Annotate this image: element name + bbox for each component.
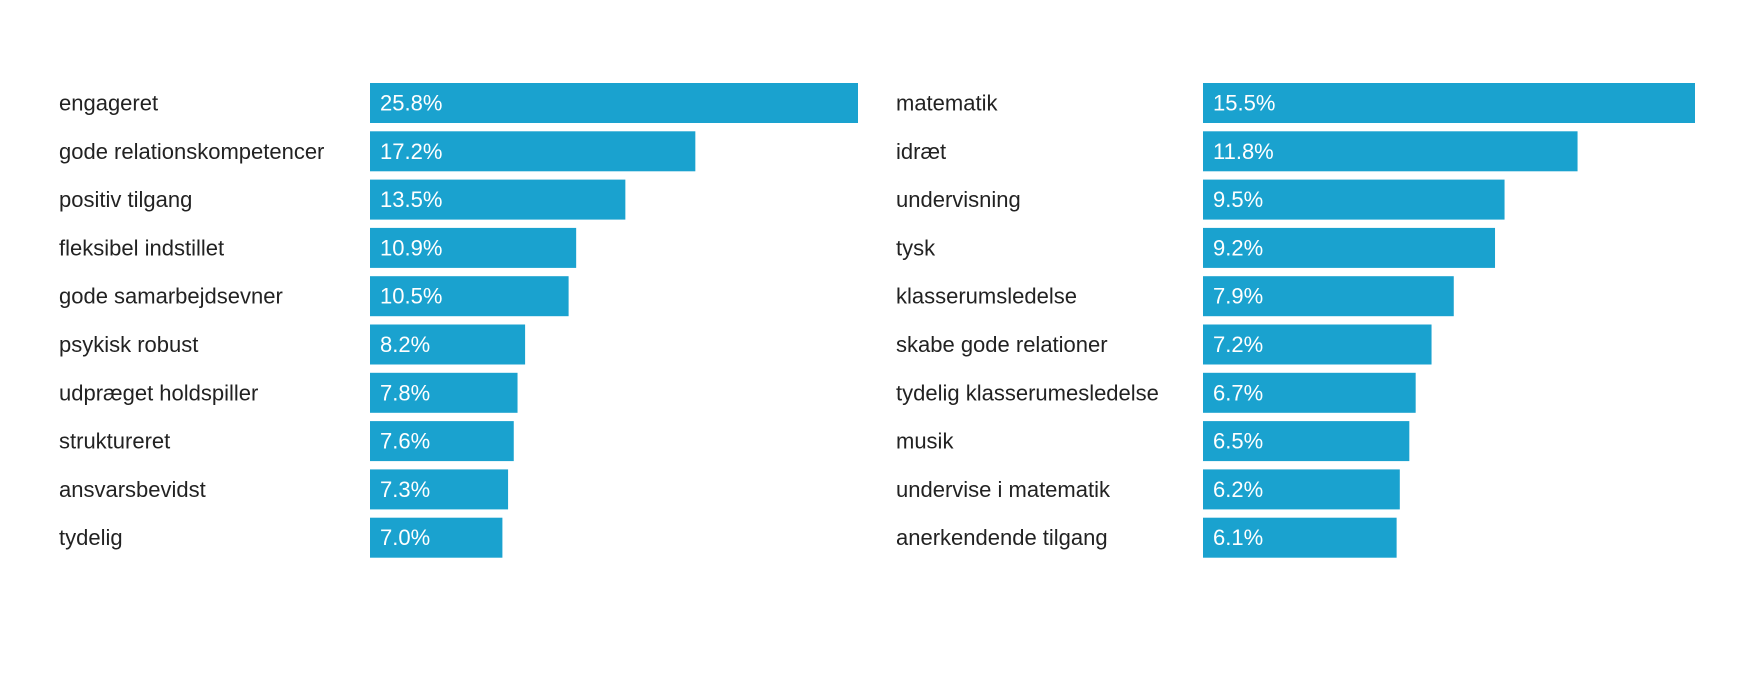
bar-value-label: 7.9% [1213,284,1263,309]
category-label: tysk [896,235,936,260]
bar-value-label: 10.9% [380,235,442,260]
bar-value-label: 6.2% [1213,477,1263,502]
category-label: engageret [59,91,158,116]
bar-value-label: 7.2% [1213,332,1263,357]
bar [1203,179,1505,220]
bar-value-label: 7.0% [380,525,430,550]
category-label: undervise i matematik [896,477,1111,502]
bar-chart-2: matematik 15.5% idræt 11.8% undervisning 9.5%… [896,83,1695,558]
bar-value-label: 9.5% [1213,187,1263,212]
bar [370,372,518,413]
bar [1203,131,1578,172]
bar [1203,276,1454,317]
bar [370,276,569,317]
category-label: tydelig klasserumesledelse [896,380,1159,405]
bar-value-label: 7.6% [380,429,430,454]
bar-value-label: 6.7% [1213,380,1263,405]
bar [1203,421,1410,462]
category-label: gode relationskompetencer [59,139,324,164]
bar [1203,469,1400,510]
category-label: anerkendende tilgang [896,525,1108,550]
category-label: gode samarbejdsevner [59,284,283,309]
bar [370,324,526,365]
category-label: undervisning [896,187,1021,212]
category-label: psykisk robust [59,332,198,357]
bar [370,517,503,558]
category-label: positiv tilgang [59,187,192,212]
bar [370,131,696,172]
bar-value-label: 6.1% [1213,525,1263,550]
bar-value-label: 8.2% [380,332,430,357]
category-label: skabe gode relationer [896,332,1108,357]
category-label: klasserumsledelse [896,284,1077,309]
category-label: ansvarsbevidst [59,477,206,502]
bar-value-label: 6.5% [1213,429,1263,454]
bar-value-label: 13.5% [380,187,442,212]
bar [370,179,626,220]
bar-value-label: 10.5% [380,284,442,309]
bar [1203,372,1416,413]
bar [370,83,858,123]
bar-value-label: 25.8% [380,91,442,116]
category-label: idræt [896,139,946,164]
category-label: udpræget holdspiller [59,380,258,405]
bar-value-label: 17.2% [380,139,442,164]
bar-value-label: 15.5% [1213,91,1275,116]
bar [1203,324,1432,365]
bar [370,227,577,268]
bar-value-label: 7.8% [380,380,430,405]
bar [370,469,509,510]
category-label: tydelig [59,525,123,550]
bar [370,421,514,462]
category-label: musik [896,429,954,454]
bar [1203,517,1397,558]
bar-value-label: 9.2% [1213,235,1263,260]
bar-chart-1: engageret 25.8% gode relationskompetencer 1… [59,83,858,558]
bar [1203,227,1496,268]
bar-value-label: 7.3% [380,477,430,502]
category-label: fleksibel indstillet [59,235,224,260]
bar-value-label: 11.8% [1213,139,1274,164]
bar [1203,83,1695,123]
category-label: matematik [896,91,998,116]
category-label: struktureret [59,429,170,454]
